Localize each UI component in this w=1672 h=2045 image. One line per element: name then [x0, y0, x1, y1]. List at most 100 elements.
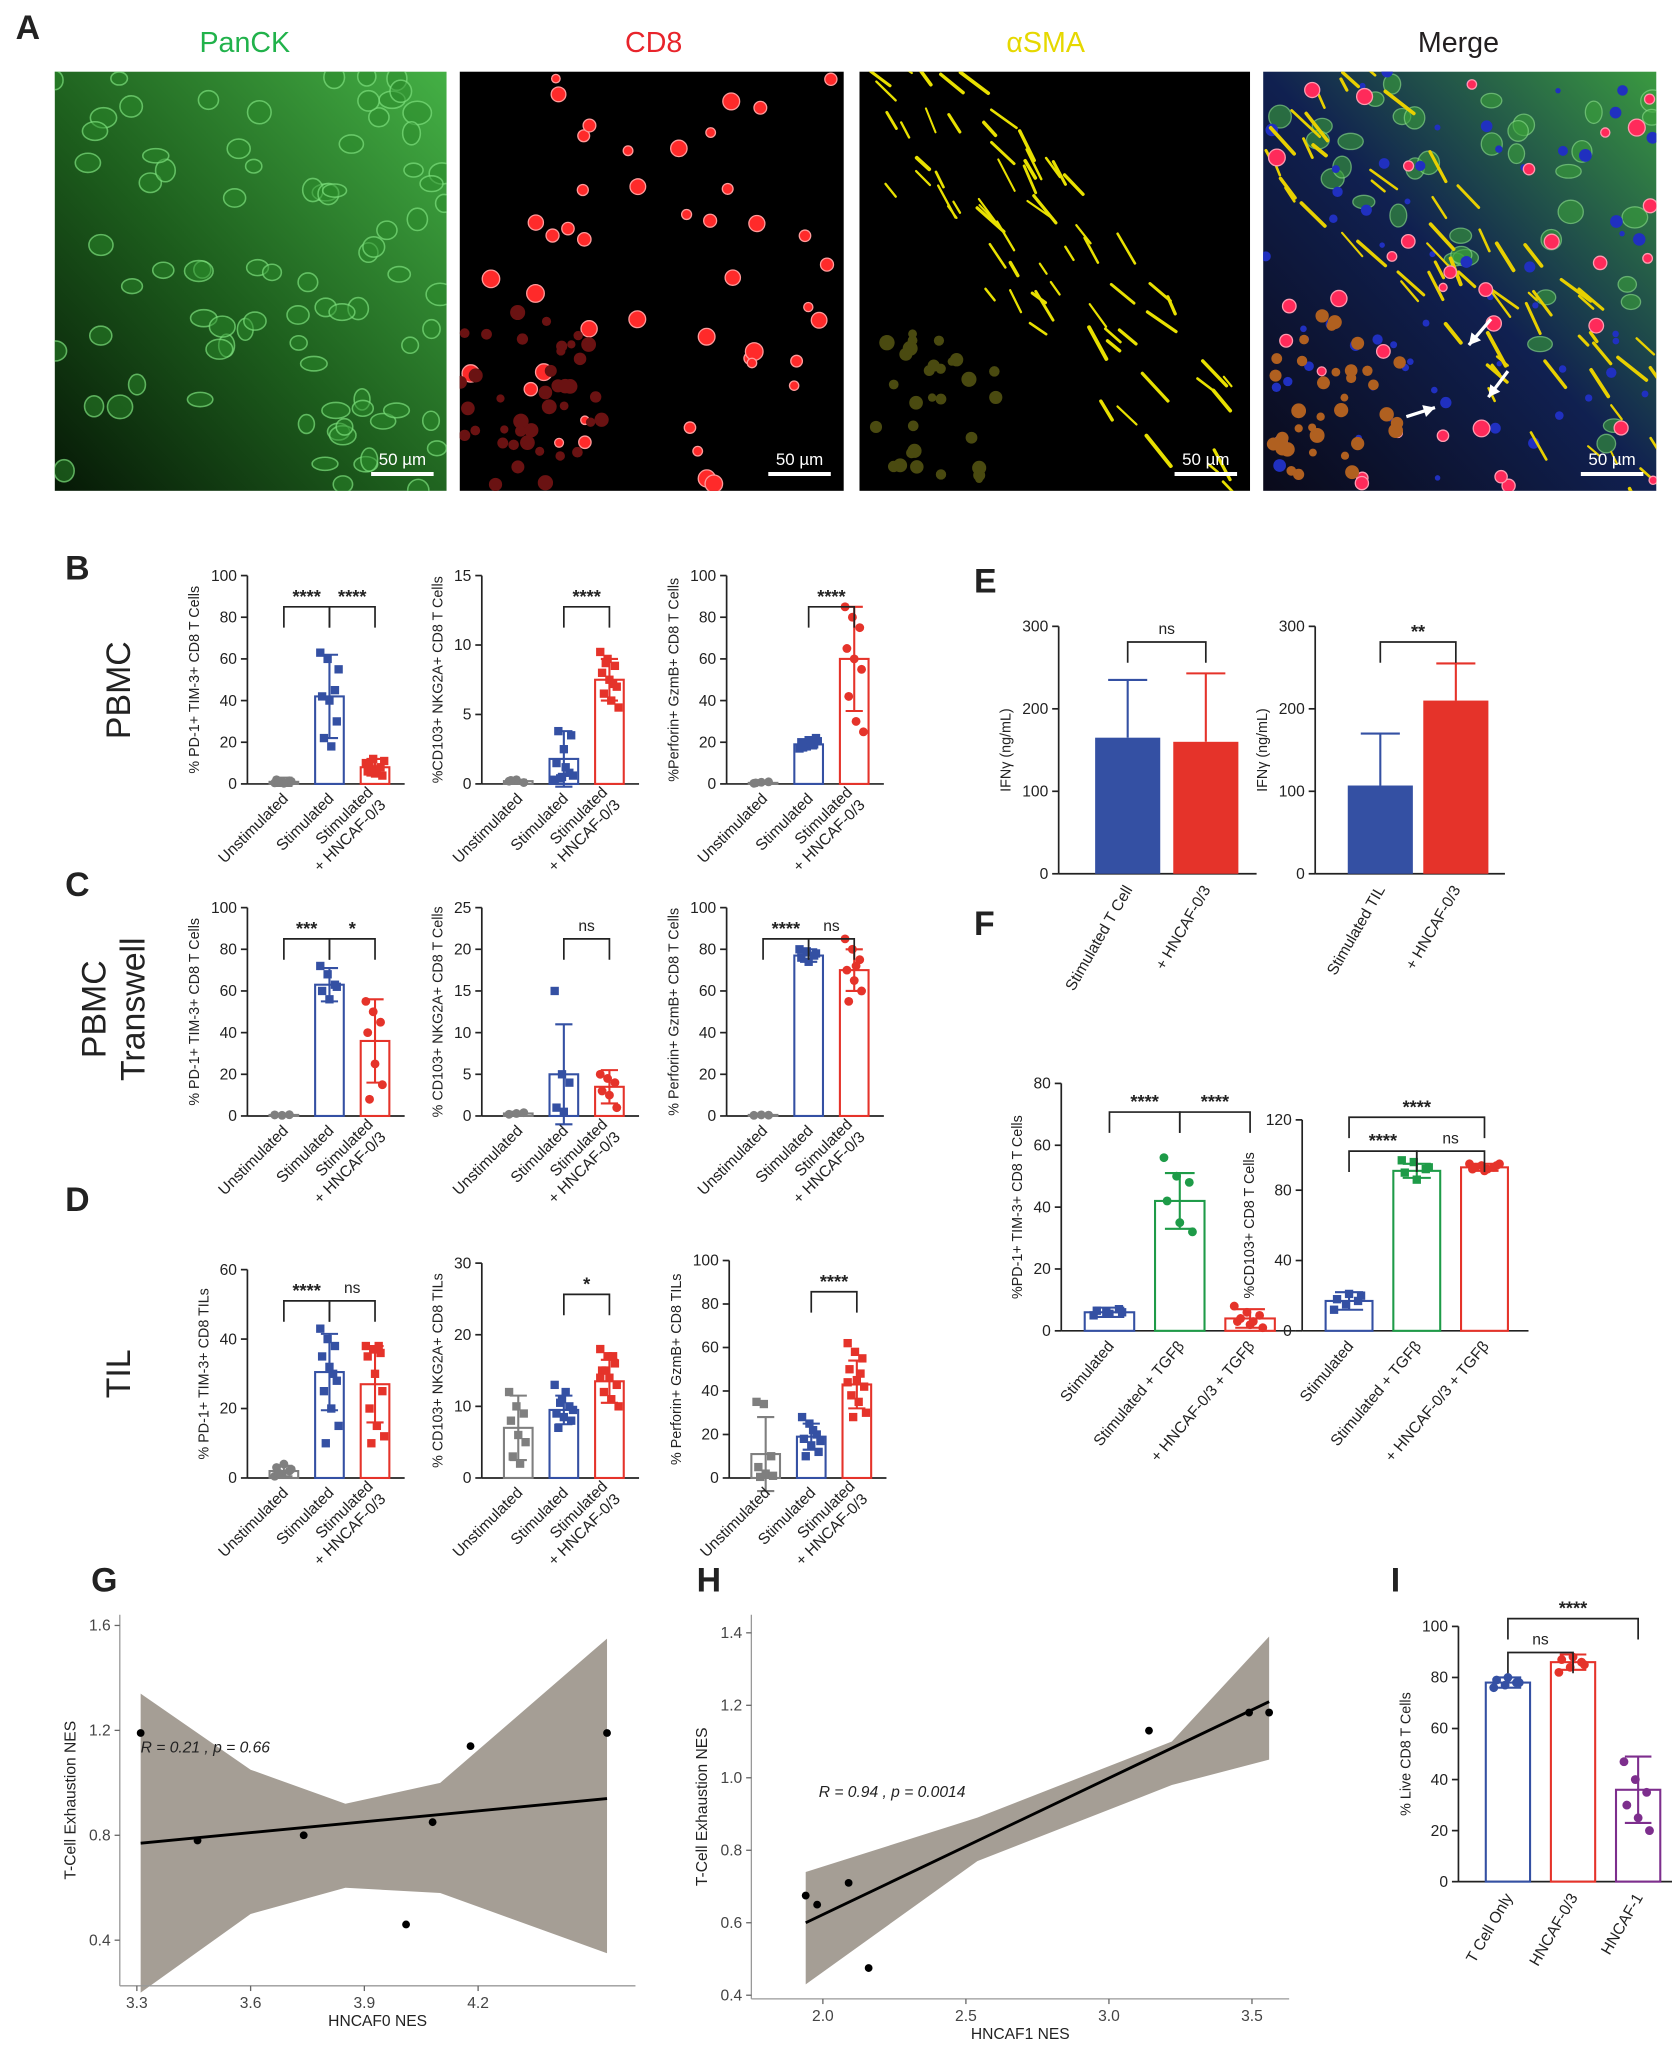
- significance-bracket: [283, 1300, 331, 1322]
- y-tick-label: 20: [1033, 1261, 1051, 1278]
- cell: [508, 439, 519, 451]
- y-tick-label: 100: [690, 568, 716, 585]
- data-point: [811, 949, 821, 958]
- data-point: [369, 754, 378, 764]
- confidence-band: [805, 1636, 1270, 1985]
- fiber: [1116, 232, 1137, 265]
- cell: [1375, 343, 1391, 359]
- data-point: [854, 1397, 863, 1407]
- significance-label: ns: [1442, 1130, 1459, 1147]
- significance-label: ***: [296, 918, 318, 939]
- cell: [935, 469, 947, 480]
- data-point: [330, 685, 340, 695]
- cell: [1557, 145, 1568, 156]
- cell: [1600, 127, 1611, 138]
- data-point: [842, 644, 852, 653]
- cell: [1317, 376, 1330, 390]
- cell: [54, 71, 64, 91]
- fiber: [1524, 301, 1542, 335]
- cell: [581, 337, 597, 352]
- fiber: [1088, 303, 1108, 328]
- cell: [516, 333, 529, 345]
- cell: [422, 318, 441, 340]
- y-tick-label: 40: [1033, 1199, 1051, 1216]
- cell: [138, 172, 163, 194]
- data-point: [759, 1399, 769, 1409]
- x-tick-label: + HNCAF-0/3: [1403, 883, 1465, 973]
- data-point: [319, 733, 329, 743]
- cell: [1443, 265, 1458, 280]
- error-bar: [1360, 732, 1400, 786]
- fiber: [1103, 327, 1122, 344]
- fiber: [1117, 328, 1138, 346]
- x-tick-label: Unstimulated: [695, 1122, 771, 1198]
- data-point: [1645, 1826, 1654, 1836]
- cell: [545, 228, 560, 243]
- cell: [208, 315, 236, 338]
- data-point: [568, 771, 578, 780]
- data-point: [519, 778, 529, 787]
- cell: [1316, 412, 1325, 421]
- data-point: [1492, 1675, 1502, 1685]
- x-tick-label: 2.0: [812, 2008, 834, 2025]
- data-point: [372, 765, 382, 774]
- significance-bracket: [562, 1293, 611, 1316]
- cell: [1271, 353, 1283, 364]
- y-tick-label: 0: [1439, 1874, 1448, 1891]
- cell: [1617, 275, 1638, 293]
- cell: [1354, 475, 1370, 491]
- cell: [421, 410, 441, 432]
- row-label: PBMC: [100, 641, 138, 739]
- data-point: [556, 774, 565, 783]
- cell: [680, 208, 693, 221]
- fiber: [1523, 243, 1544, 268]
- fiber: [1290, 109, 1322, 139]
- significance-label: ****: [338, 586, 367, 607]
- cell: [470, 425, 481, 436]
- cell: [524, 423, 539, 438]
- cell: [459, 328, 470, 339]
- data-point: [847, 1391, 856, 1400]
- fiber: [869, 71, 892, 88]
- y-axis-label: T-Cell Exhaustion NES: [694, 1727, 711, 1886]
- data-point: [1356, 1291, 1366, 1300]
- cell: [538, 385, 553, 400]
- data-point: [1400, 1168, 1409, 1177]
- cell: [321, 401, 351, 420]
- x-tick-label: Stimulated+ HNCAF-0/3: [780, 1478, 871, 1569]
- y-tick-label: 0: [1296, 866, 1305, 883]
- data-point: [806, 739, 815, 748]
- cell: [488, 477, 503, 491]
- y-tick-label: 5: [463, 707, 472, 724]
- cell: [88, 325, 113, 346]
- data-point: [376, 1017, 385, 1027]
- cell: [629, 178, 647, 196]
- data-point: [802, 947, 811, 956]
- data-point: [608, 679, 618, 689]
- data-point: [861, 1408, 871, 1417]
- data-point: [1514, 1678, 1524, 1688]
- x-tick-label: Stimulated+ HNCAF-0/3: [777, 1116, 868, 1207]
- significance-label: ****: [772, 918, 801, 939]
- y-tick-label: 40: [1431, 1772, 1449, 1789]
- cell: [887, 460, 900, 473]
- cell: [683, 421, 697, 434]
- fiber: [1062, 173, 1085, 196]
- cell: [573, 352, 587, 366]
- cell: [1344, 364, 1358, 377]
- cell: [550, 86, 567, 103]
- significance-bracket: [1108, 1111, 1181, 1133]
- fiber: [1049, 280, 1061, 296]
- cell: [1641, 108, 1657, 126]
- fiber: [1030, 291, 1048, 305]
- data-point: [850, 1347, 860, 1357]
- data-point: [273, 777, 283, 787]
- cell: [1522, 162, 1536, 176]
- data-point: [1162, 1196, 1172, 1206]
- data-point: [607, 696, 616, 705]
- cell: [1627, 118, 1646, 137]
- data-point: [596, 1373, 605, 1382]
- cell: [356, 71, 377, 87]
- data-point: [376, 1348, 385, 1358]
- y-axis-label: % PD-1+ TIM-3+ CD8 TILs: [196, 1288, 212, 1459]
